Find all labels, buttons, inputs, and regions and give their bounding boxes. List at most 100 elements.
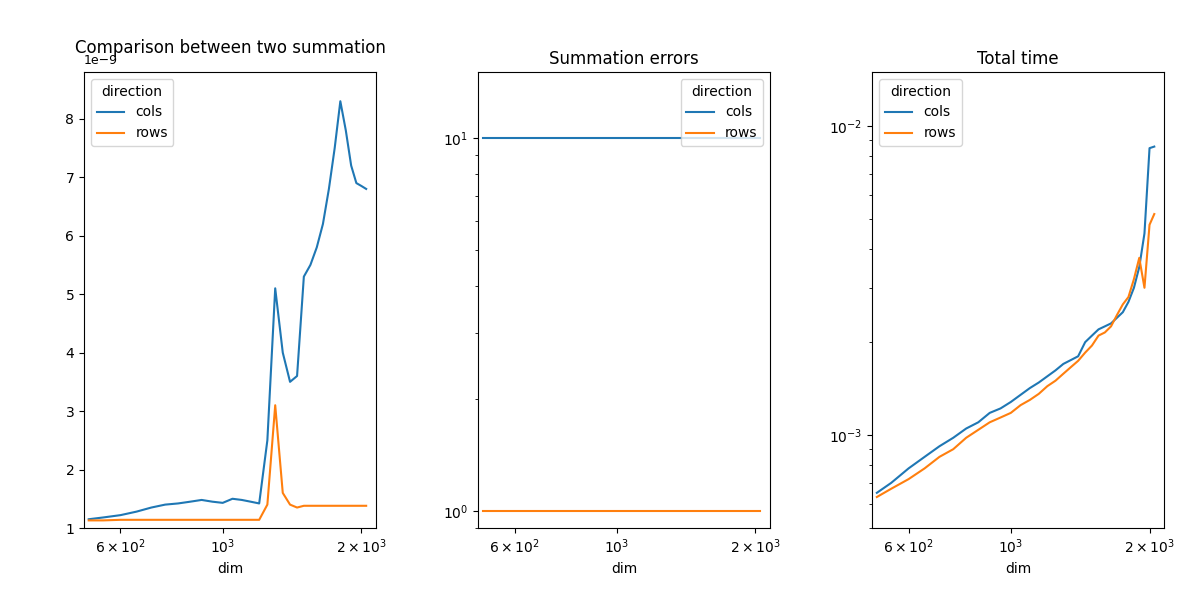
rows — [322, 502, 336, 509]
cols — [82, 515, 96, 523]
rows — [216, 516, 230, 523]
cols — [328, 145, 342, 152]
rows — [283, 501, 298, 508]
rows — [234, 516, 248, 523]
cols — [619, 134, 634, 142]
rows — [733, 508, 748, 515]
rows — [290, 504, 305, 511]
cols — [1138, 230, 1152, 237]
cols — [283, 378, 298, 385]
Line: cols: cols — [89, 101, 366, 519]
cols — [918, 453, 932, 460]
rows — [983, 419, 997, 426]
Line: rows: rows — [89, 405, 366, 520]
cols — [691, 134, 706, 142]
Line: cols: cols — [877, 146, 1154, 493]
rows — [252, 516, 266, 523]
cols — [1085, 332, 1099, 339]
cols — [252, 500, 266, 507]
rows — [310, 502, 324, 509]
cols — [946, 434, 960, 442]
cols — [1032, 379, 1046, 386]
cols — [170, 500, 185, 507]
cols — [508, 134, 522, 142]
rows — [637, 508, 652, 515]
rows — [244, 516, 258, 523]
rows — [1142, 221, 1157, 229]
rows — [1138, 284, 1152, 292]
cols — [1121, 298, 1135, 305]
rows — [677, 508, 691, 515]
rows — [901, 476, 916, 483]
cols — [738, 134, 752, 142]
cols — [749, 134, 763, 142]
rows — [260, 501, 275, 508]
cols — [490, 134, 504, 142]
rows — [1063, 364, 1078, 371]
rows — [1116, 301, 1130, 308]
cols — [994, 405, 1008, 412]
rows — [1098, 329, 1112, 336]
rows — [971, 426, 985, 433]
cols — [670, 134, 684, 142]
cols — [654, 134, 668, 142]
rows — [194, 516, 209, 523]
cols — [1147, 143, 1162, 150]
cols — [684, 134, 698, 142]
cols — [754, 134, 768, 142]
cols — [646, 134, 660, 142]
X-axis label: dim: dim — [217, 562, 244, 576]
cols — [715, 134, 730, 142]
rows — [715, 508, 730, 515]
cols — [538, 134, 552, 142]
cols — [205, 498, 220, 505]
cols — [276, 349, 290, 356]
rows — [918, 465, 932, 472]
rows — [697, 508, 712, 515]
cols — [338, 127, 353, 134]
cols — [1091, 326, 1105, 333]
rows — [1127, 275, 1141, 283]
cols — [344, 162, 359, 169]
Legend: cols, rows: cols, rows — [91, 79, 174, 146]
cols — [577, 134, 592, 142]
cols — [1040, 373, 1055, 380]
cols — [322, 185, 336, 193]
cols — [182, 498, 197, 505]
cols — [552, 134, 566, 142]
cols — [599, 134, 613, 142]
Title: Total time: Total time — [977, 50, 1058, 68]
cols — [349, 179, 364, 187]
cols — [1003, 398, 1018, 406]
rows — [727, 508, 742, 515]
rows — [538, 508, 552, 515]
cols — [1070, 353, 1085, 360]
cols — [1049, 367, 1063, 374]
cols — [932, 443, 947, 450]
rows — [1110, 311, 1124, 319]
cols — [610, 134, 624, 142]
cols — [1063, 356, 1078, 364]
rows — [709, 508, 724, 515]
cols — [1110, 314, 1124, 321]
cols — [677, 134, 691, 142]
rows — [1091, 332, 1105, 339]
Line: rows: rows — [877, 214, 1154, 497]
X-axis label: dim: dim — [1004, 562, 1031, 576]
cols — [290, 373, 305, 380]
rows — [743, 508, 757, 515]
rows — [629, 508, 643, 515]
rows — [113, 516, 127, 523]
Legend: cols, rows: cols, rows — [880, 79, 961, 146]
cols — [144, 504, 158, 511]
rows — [577, 508, 592, 515]
rows — [684, 508, 698, 515]
cols — [884, 479, 899, 487]
rows — [1056, 370, 1070, 377]
rows — [1085, 342, 1099, 349]
rows — [565, 508, 580, 515]
rows — [1022, 396, 1037, 403]
rows — [749, 508, 763, 515]
rows — [316, 502, 330, 509]
cols — [96, 514, 110, 521]
